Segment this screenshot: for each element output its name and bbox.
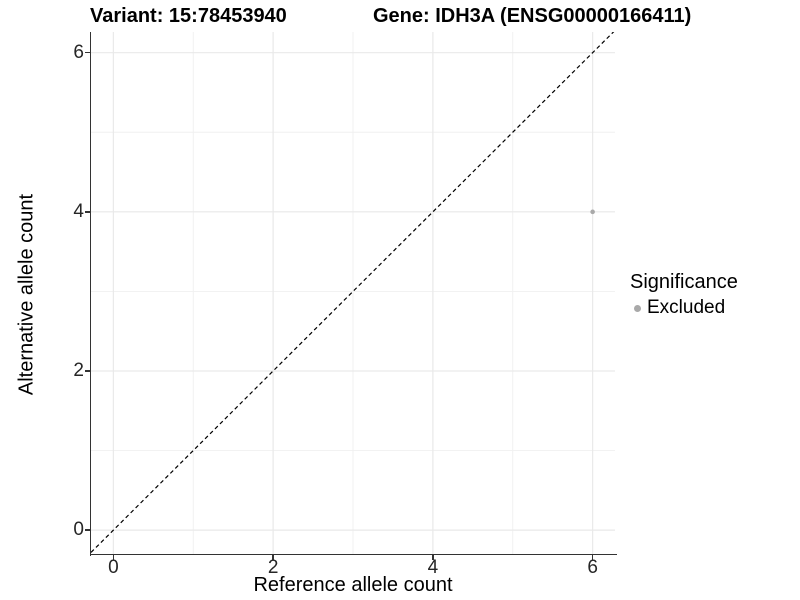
data-point-excluded — [590, 209, 595, 215]
y-tick-mark — [84, 211, 90, 213]
y-tick-label: 4 — [73, 200, 84, 222]
y-tick-mark — [84, 51, 90, 54]
plot-panel — [91, 32, 615, 554]
x-tick-label: 0 — [108, 557, 119, 578]
legend-title: Significance — [630, 271, 738, 293]
x-axis-line — [89, 553, 617, 555]
x-tick-label: 6 — [587, 557, 598, 578]
y-axis-title: Alternative allele count — [15, 193, 38, 396]
x-tick-label: 4 — [427, 557, 439, 578]
x-tick-mark — [591, 555, 594, 560]
legend: Significance Excluded — [630, 271, 738, 319]
y-tick-mark — [84, 370, 90, 372]
legend-item-excluded: Excluded — [630, 297, 738, 319]
y-tick-label: 0 — [73, 519, 84, 541]
y-tick-label: 6 — [73, 41, 84, 63]
y-axis-line — [89, 32, 91, 556]
x-tick-mark — [112, 555, 115, 560]
legend-point-icon — [634, 304, 641, 312]
x-tick-mark — [432, 555, 434, 560]
plot-canvas — [91, 32, 615, 554]
plot-title-gene: Gene: IDH3A (ENSG00000166411) — [373, 5, 692, 27]
y-tick-mark — [84, 529, 90, 531]
x-tick-label: 2 — [267, 557, 279, 578]
identity-reference-line — [91, 32, 615, 553]
x-tick-mark — [272, 555, 274, 560]
x-axis-title: Reference allele count — [253, 574, 453, 596]
plot-title-variant: Variant: 15:78453940 — [90, 5, 287, 27]
legend-item-label: Excluded — [647, 297, 726, 318]
y-tick-label: 2 — [73, 359, 84, 381]
